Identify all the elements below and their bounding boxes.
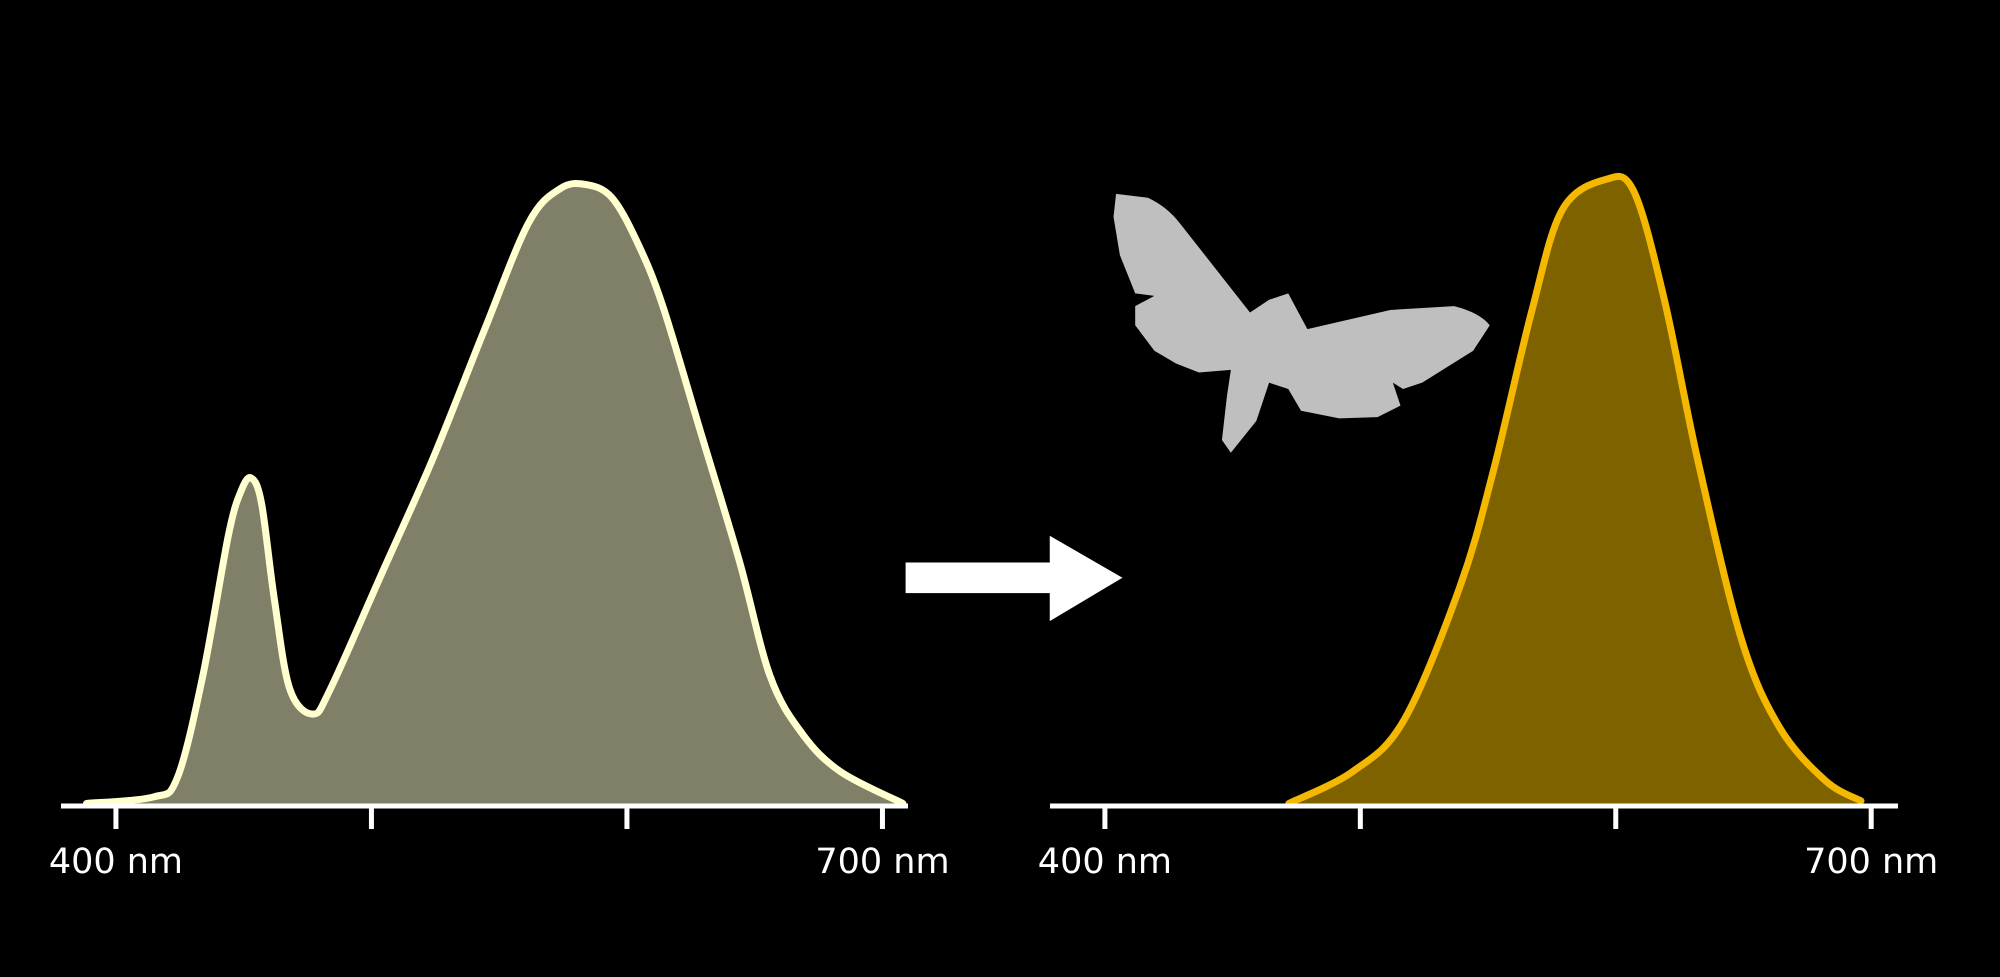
area-fill bbox=[86, 183, 903, 806]
x-tick-label: 400 nm bbox=[1038, 842, 1172, 882]
x-tick-label: 700 nm bbox=[815, 842, 949, 882]
spectrum-line bbox=[83, 179, 907, 807]
decor bbox=[905, 193, 1490, 622]
arrow bbox=[905, 535, 1123, 622]
x-tick-label: 400 nm bbox=[49, 842, 183, 882]
spectrum-line bbox=[1285, 172, 1865, 807]
moth-silhouette bbox=[1113, 193, 1490, 453]
x-tick-label: 700 nm bbox=[1804, 842, 1938, 882]
area-fill bbox=[1288, 176, 1861, 806]
